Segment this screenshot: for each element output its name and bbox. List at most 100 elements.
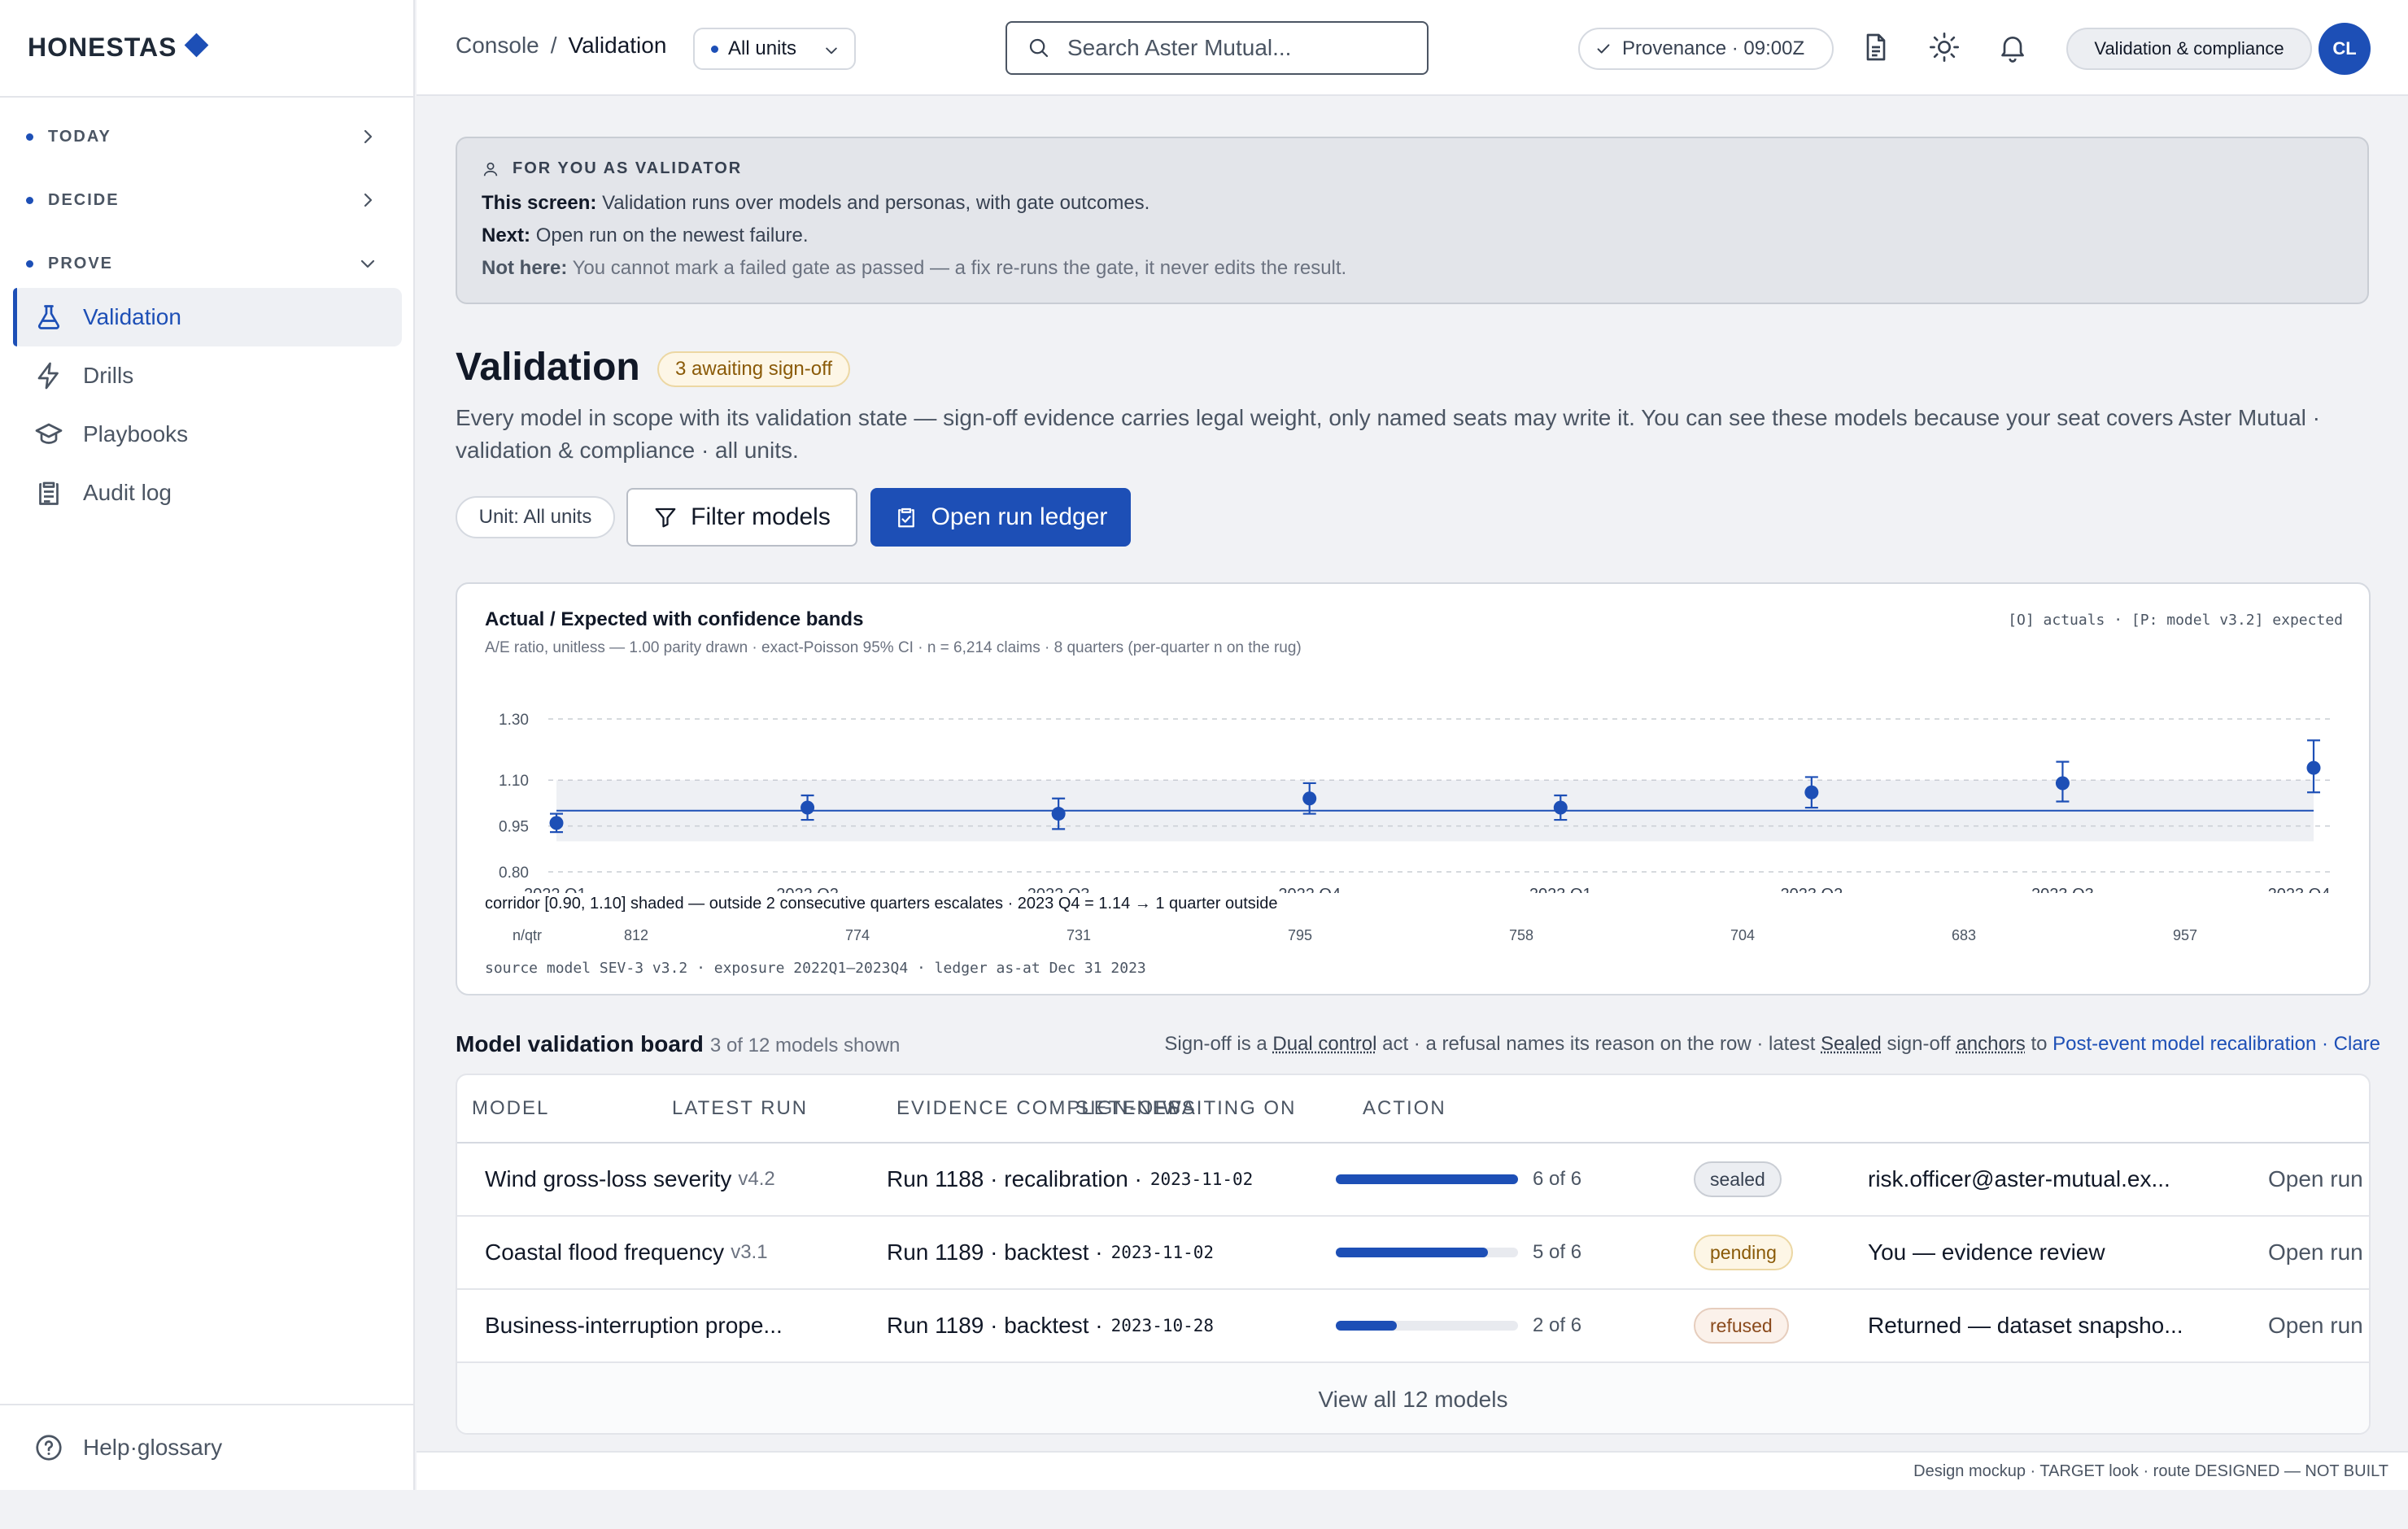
- banner-label: Not here:: [482, 257, 568, 279]
- sign-off-cell: pending: [1694, 1217, 1793, 1288]
- bell-icon[interactable]: [1996, 31, 2029, 63]
- sidebar-item-label: Audit log: [83, 480, 172, 505]
- run-label: Run 1189 · backtest ·: [887, 1239, 1103, 1265]
- column-header-latest-run: LATEST RUN: [672, 1097, 809, 1119]
- sidebar-item-validation[interactable]: Validation: [13, 288, 402, 346]
- board-title: Model validation board 3 of 12 models sho…: [456, 1031, 900, 1057]
- open-run-button[interactable]: Open run →: [2268, 1143, 2369, 1215]
- nav-group-prove[interactable]: PROVE: [26, 247, 389, 280]
- dot-icon: [26, 259, 33, 268]
- model-name: Wind gross-loss severity: [485, 1166, 732, 1191]
- source-note: source model SEV-3 v3.2 · exposure 2022Q…: [485, 960, 1146, 977]
- ledger-button-label: Open run ledger: [931, 503, 1108, 530]
- unit-select-value: All units: [728, 37, 797, 59]
- column-header-model: MODEL: [472, 1097, 550, 1119]
- note-text: to: [2031, 1033, 2048, 1055]
- glossary-term-anchors[interactable]: anchors: [1956, 1033, 2026, 1055]
- role-chip[interactable]: Validation & compliance: [2066, 28, 2312, 70]
- evidence-progress-fill: [1336, 1248, 1488, 1257]
- nav-group-label: DECIDE: [48, 190, 120, 209]
- document-icon[interactable]: [1860, 31, 1892, 63]
- y-tick-label: 1.30: [499, 712, 529, 729]
- open-run-button[interactable]: Open run →: [2268, 1290, 2369, 1361]
- banner-text: You cannot mark a failed gate as passed …: [572, 257, 1347, 279]
- evidence-progress-bar: [1336, 1174, 1518, 1184]
- unit-pill-label: Unit: All units: [478, 506, 592, 528]
- banner-label: This screen:: [482, 192, 597, 214]
- waiting-on-cell: You — evidence review: [1868, 1217, 2105, 1288]
- sidebar-item-audit-log[interactable]: Audit log: [13, 464, 402, 522]
- view-all-label: View all 12 models: [1318, 1387, 1508, 1412]
- unit-filter-pill[interactable]: Unit: All units: [456, 496, 615, 538]
- chevron-down-icon: [360, 259, 375, 268]
- dot-icon: [26, 196, 33, 204]
- banner-text: Open run on the newest failure.: [535, 224, 809, 246]
- page-description: Every model in scope with its validation…: [456, 405, 2320, 463]
- provenance-label: Provenance · 09:00Z: [1622, 37, 1805, 59]
- breadcrumb-separator: /: [550, 33, 557, 58]
- avatar-initials: CL: [2332, 38, 2357, 59]
- help-glossary-link[interactable]: Help·glossary: [13, 1418, 402, 1477]
- n-per-quarter-value: 704: [1730, 927, 1756, 943]
- brand-logo[interactable]: HONESTAS: [28, 33, 209, 63]
- evidence-progress-fill: [1336, 1321, 1397, 1331]
- run-label: Run 1188 · recalibration ·: [887, 1166, 1142, 1191]
- sun-icon[interactable]: [1928, 31, 1961, 63]
- recalibration-link[interactable]: Post-event model recalibration · Clare: [2052, 1033, 2380, 1055]
- n-per-quarter-value: 812: [623, 927, 649, 943]
- chart-subtitle: A/E ratio, unitless — 1.00 parity drawn …: [485, 639, 1302, 656]
- evidence-count: 2 of 6: [1533, 1314, 1582, 1336]
- help-circle-icon: [36, 1435, 62, 1461]
- x-tick-label: 2023 Q2: [1780, 886, 1843, 893]
- clipboard-check-icon: [897, 507, 914, 528]
- evidence-cell: 6 of 6: [1336, 1143, 1581, 1215]
- glossary-term-dual-control[interactable]: Dual control: [1272, 1033, 1377, 1055]
- banner-text: Validation runs over models and personas…: [602, 192, 1150, 214]
- help-label: Help·glossary: [83, 1435, 223, 1460]
- waiting-on-cell: Returned — dataset snapsho...: [1868, 1290, 2183, 1361]
- avatar[interactable]: CL: [2319, 23, 2371, 75]
- column-header-waiting-on: WAITING ON: [1163, 1097, 1297, 1119]
- search-input[interactable]: Search Aster Mutual...: [1006, 21, 1429, 75]
- table-row[interactable]: Business-interruption prope... Run 1189 ·…: [457, 1290, 2369, 1363]
- evidence-count: 5 of 6: [1533, 1241, 1582, 1263]
- note-text: act · a refusal names its reason on the …: [1382, 1033, 1816, 1055]
- sidebar-item-label: Validation: [83, 304, 181, 329]
- view-all-models-button[interactable]: View all 12 models: [457, 1363, 2369, 1433]
- nav-group-today[interactable]: TODAY: [26, 120, 389, 153]
- unit-select[interactable]: All units: [693, 28, 856, 70]
- open-run-ledger-button[interactable]: Open run ledger: [870, 488, 1131, 547]
- y-tick-label: 1.10: [499, 773, 529, 790]
- evidence-progress-bar: [1336, 1248, 1518, 1257]
- column-header-evidence: EVIDENCE COMPLETENESS: [896, 1097, 1197, 1119]
- ae-chart: 1.30 1.10 0.95 0.80 2022 Q1 2022 Q2 2022 Q3 202…: [499, 712, 2330, 893]
- breadcrumb: Console / Validation: [456, 33, 666, 59]
- sidebar-item-playbooks[interactable]: Playbooks: [13, 405, 402, 464]
- run-label: Run 1189 · backtest ·: [887, 1313, 1103, 1338]
- breadcrumb-console[interactable]: Console: [456, 33, 539, 58]
- search-placeholder: Search Aster Mutual...: [1067, 35, 1292, 60]
- run-date: 2023-11-02: [1110, 1243, 1215, 1262]
- y-tick-label: 0.80: [499, 865, 529, 882]
- model-cell: Coastal flood frequency v3.1: [485, 1217, 768, 1288]
- latest-run-cell: Run 1189 · backtest · 2023-10-28: [887, 1290, 1214, 1361]
- n-per-quarter-value: 774: [844, 927, 870, 943]
- open-run-button[interactable]: Open run →: [2268, 1217, 2369, 1288]
- table-row[interactable]: Coastal flood frequency v3.1 Run 1189 · ba…: [457, 1217, 2369, 1290]
- n-per-quarter-value: 731: [1066, 927, 1092, 943]
- filter-button-label: Filter models: [691, 503, 831, 530]
- sign-off-badge: sealed: [1694, 1161, 1782, 1197]
- page-bottom-band: [0, 1490, 2408, 1529]
- banner-line-not-here: Not here: You cannot mark a failed gate …: [482, 257, 1346, 280]
- banner-label: Next:: [482, 224, 531, 246]
- chevron-right-icon: [364, 129, 373, 144]
- open-run-label: Open run →: [2268, 1239, 2369, 1265]
- provenance-chip[interactable]: Provenance · 09:00Z: [1578, 28, 1834, 70]
- table-row[interactable]: Wind gross-loss severity v4.2 Run 1188 · r…: [457, 1143, 2369, 1217]
- nav-group-label: TODAY: [48, 127, 111, 146]
- glossary-term-sealed[interactable]: Sealed: [1821, 1033, 1882, 1055]
- filter-models-button[interactable]: Filter models: [626, 488, 857, 547]
- model-cell: Business-interruption prope...: [485, 1290, 789, 1361]
- nav-group-decide[interactable]: DECIDE: [26, 184, 389, 216]
- sidebar-item-drills[interactable]: Drills: [13, 346, 402, 405]
